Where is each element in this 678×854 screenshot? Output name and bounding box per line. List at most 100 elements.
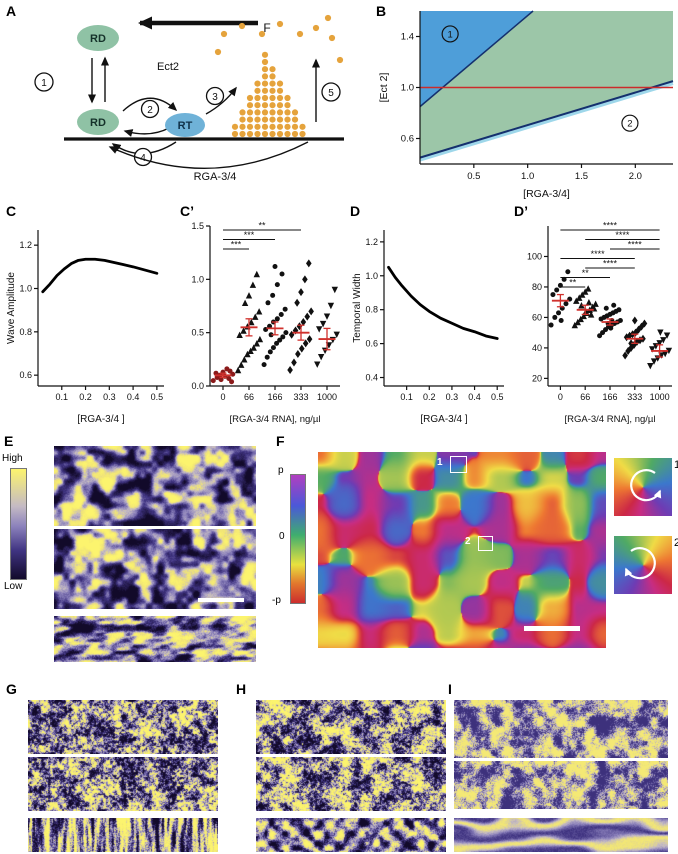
text-graphic: 166: [267, 392, 282, 402]
circle-graphic: [276, 20, 284, 28]
circle-graphic: [328, 34, 336, 42]
text-graphic: [RGA-3/4 RNA], ng/µl: [564, 414, 655, 425]
circle-graphic: [608, 325, 614, 331]
text-graphic: 0.6: [365, 339, 378, 349]
path-graphic: [250, 344, 257, 351]
text-graphic: 40: [532, 343, 542, 353]
path-graphic: [316, 326, 323, 333]
circle-graphic: [276, 123, 284, 130]
circle-graphic: [270, 345, 276, 351]
text-graphic: ****: [603, 221, 618, 231]
rotation-arrow-1-icon: [630, 469, 662, 502]
text-graphic: [RGA-3/4]: [523, 188, 570, 200]
text-graphic: 60: [532, 312, 542, 322]
circle-graphic: [224, 366, 230, 372]
panel-label-e: E: [4, 433, 14, 449]
path-graphic: [628, 343, 634, 352]
path-graphic: [288, 330, 295, 339]
circle-graphic: [272, 264, 278, 270]
circle-graphic: [238, 22, 246, 30]
circle-graphic: [261, 123, 269, 130]
panel-f: F p 0 -p 1 2 1: [272, 432, 678, 676]
circle-graphic: [296, 30, 304, 38]
polyline-graphic: [419, 10, 534, 108]
text-graphic: 0.4: [468, 392, 481, 402]
circle-graphic: [561, 276, 567, 282]
path-graphic: [241, 356, 248, 363]
panel-label-g: G: [6, 681, 17, 697]
text-graphic: ***: [231, 240, 242, 250]
path-graphic: [656, 340, 663, 347]
path-graphic: [302, 339, 309, 348]
path-graphic: [665, 347, 673, 355]
circle-graphic: [565, 269, 571, 275]
text-graphic: 0.2: [423, 392, 436, 402]
path-graphic: [582, 308, 590, 315]
path-graphic: [584, 285, 592, 292]
circle-graphic: [269, 73, 276, 80]
circle-graphic: [621, 114, 639, 132]
circle-graphic: [441, 25, 459, 43]
text-graphic: 1.0: [401, 83, 414, 94]
panel-d-prime: D’ 20 40 60 80 100 0 66 166 333 1000 [RGA-3/4 RNA]…: [514, 202, 678, 430]
step-1-circle: [34, 72, 54, 92]
path-graphic: [333, 331, 340, 338]
path-graphic: [327, 302, 335, 310]
rga-feedback-arc: [108, 141, 309, 170]
circle-graphic: [246, 94, 254, 102]
path-graphic: [295, 350, 301, 358]
path-graphic: [623, 333, 630, 342]
circle-graphic: [276, 102, 284, 109]
circle-graphic: [556, 310, 562, 316]
text-graphic: 0.1: [56, 392, 69, 402]
text-graphic: ****: [603, 259, 618, 269]
circle-graphic: [254, 102, 261, 109]
circle-graphic: [276, 116, 284, 123]
text-graphic: ****: [591, 249, 606, 259]
panel-e: E High Low: [2, 432, 270, 676]
circle-graphic: [291, 116, 299, 123]
circle-graphic: [278, 312, 284, 318]
f-label: F: [263, 21, 270, 35]
path-graphic: [238, 361, 245, 368]
phase-colorbar-top-label: p: [278, 465, 284, 476]
path-graphic: [660, 337, 667, 344]
path-graphic: [304, 312, 311, 321]
circle-graphic: [336, 56, 344, 64]
text-graphic: 1.2: [19, 240, 32, 250]
path-graphic: [638, 322, 645, 331]
roi-2-number: 2: [465, 536, 471, 547]
panel-label-a: A: [6, 3, 17, 19]
circle-graphic: [284, 94, 291, 102]
circle-graphic: [611, 302, 617, 308]
circle-graphic: [283, 330, 289, 336]
circle-graphic: [274, 282, 280, 288]
polyline-graphic: [41, 257, 159, 294]
panel-h: H: [232, 678, 454, 854]
circle-graphic: [276, 87, 284, 94]
text-graphic: [RGA-3/4 ]: [420, 414, 467, 425]
pattern-image-e-bottom: [54, 529, 256, 609]
circle-graphic: [231, 123, 239, 130]
circle-graphic: [291, 109, 299, 116]
step-4-label: 4: [140, 153, 146, 164]
circle-graphic: [239, 123, 246, 130]
circle-graphic: [246, 102, 254, 109]
path-graphic: [245, 292, 253, 299]
pattern-image-e-top: [54, 446, 256, 526]
path-graphic: [585, 298, 593, 306]
circle-graphic: [554, 287, 560, 293]
circle-graphic: [231, 130, 239, 138]
text-graphic: **: [258, 221, 266, 231]
path-graphic: [663, 332, 671, 339]
circle-graphic: [214, 48, 222, 56]
scale-bar-e: [198, 598, 244, 602]
circle-graphic: [261, 109, 269, 116]
path-graphic: [647, 362, 654, 370]
rd-to-rt-arc: [122, 97, 178, 112]
text-graphic: 0.6: [19, 370, 32, 380]
circle-graphic: [269, 130, 276, 138]
path-graphic: [291, 358, 297, 367]
panel-label-b: B: [376, 3, 387, 19]
circle-graphic: [269, 80, 276, 87]
